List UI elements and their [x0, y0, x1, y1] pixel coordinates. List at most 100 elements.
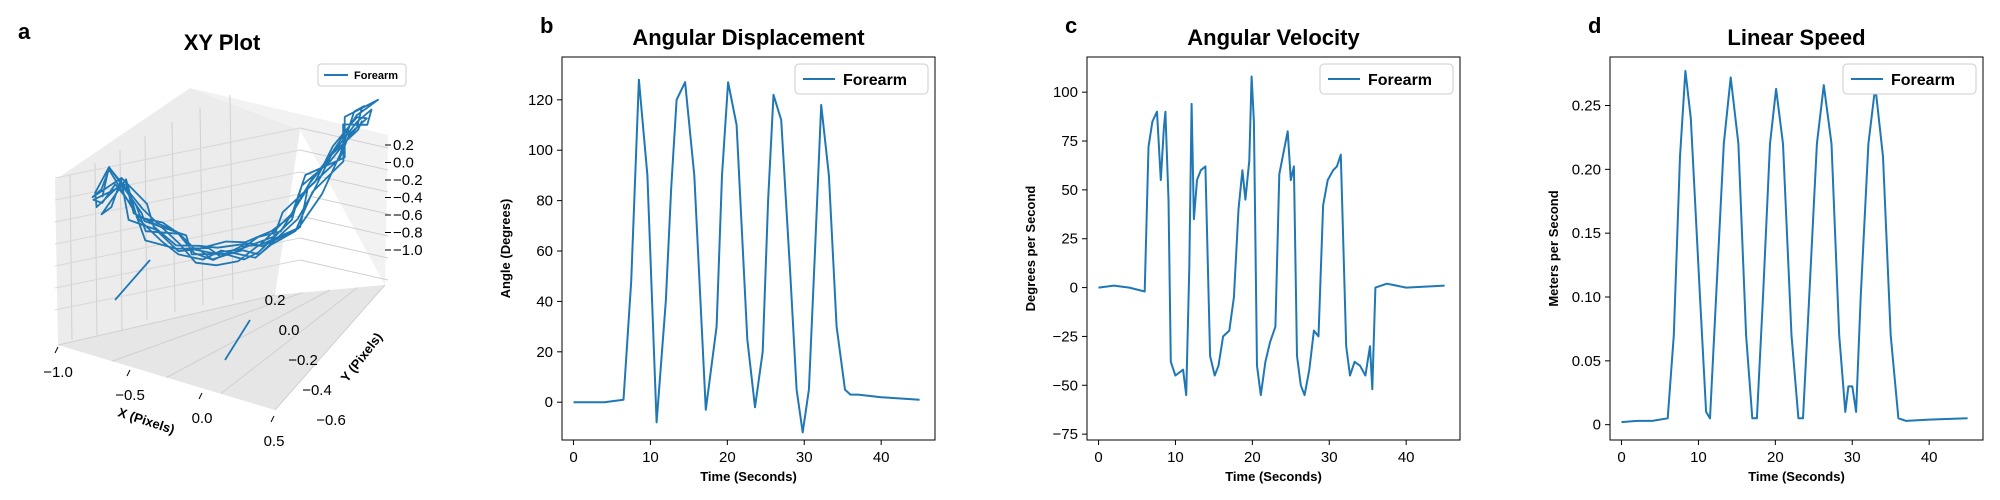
y-axis-ticks: −0.6 −0.4 −0.2 0.0 0.2	[265, 292, 346, 429]
y-tick-label: 0.0	[279, 322, 300, 339]
legend-box-d	[1842, 63, 1977, 95]
legend-box-c	[1319, 63, 1454, 95]
z-tick-label: −0.4	[393, 190, 423, 207]
legend-label-a: Forearm	[354, 70, 398, 82]
y-axis-label-c: Degrees per Second	[1023, 186, 1038, 312]
plot-frame-c	[1086, 56, 1461, 441]
y-tick-label: 0.15	[1572, 225, 1601, 242]
x-tick-label: 30	[1844, 449, 1861, 466]
y-tick-label: 40	[536, 293, 553, 310]
x-tick-label: 40	[873, 449, 890, 466]
y-tick-label: 120	[528, 92, 553, 109]
grid-line	[220, 287, 358, 395]
y-tick-label: −0.6	[316, 412, 346, 429]
z-tick-label: −1.0	[393, 242, 423, 259]
x-axis-label-a: X (Pixels)	[116, 405, 176, 437]
x-tick-label: 0	[1617, 449, 1625, 466]
y-axis-label-b: Angle (Degrees)	[498, 199, 513, 299]
grid-line	[69, 174, 73, 341]
x-tick-label: −1.0	[43, 364, 73, 381]
x-tick-mark	[126, 369, 131, 377]
panel-letter-b: b	[540, 13, 553, 38]
z-tick-label: 0.0	[393, 155, 414, 172]
y-axis-label-d: Meters per Second	[1546, 190, 1561, 306]
y-tick-label: 0	[1070, 280, 1078, 297]
x-tick-label: 0.0	[192, 410, 213, 427]
y-tick-label: 75	[1061, 133, 1078, 150]
back-pane-left	[55, 88, 300, 345]
panel-c-angular-velocity: Angular Velocity 0 10 20 30 40 −75 −50 −25 0 25 50 7…	[1023, 25, 1461, 484]
grid-line	[299, 215, 389, 237]
trajectory-spike	[114, 259, 251, 361]
legend-a: Forearm	[317, 63, 407, 87]
legend-d: Forearm	[1842, 63, 1977, 95]
grid-line	[144, 135, 148, 321]
y-tick-label: 50	[1061, 182, 1078, 199]
panel-letter-a: a	[18, 19, 31, 44]
y-tick-label: 0.20	[1572, 161, 1601, 178]
trajectory-path	[91, 98, 379, 267]
x-tick-label: 10	[1690, 449, 1707, 466]
y-tick-label: 100	[528, 142, 553, 159]
grid-line	[112, 292, 303, 362]
x-tick-mark	[270, 415, 275, 423]
x-tick-label: 40	[1921, 449, 1938, 466]
y-tick-label: 0.05	[1572, 353, 1601, 370]
grid-line	[299, 259, 389, 281]
legend-box-b	[794, 63, 929, 95]
plot-frame-b	[561, 56, 936, 441]
x-tick-label: 20	[1244, 449, 1261, 466]
series-line-forearm-b	[573, 78, 920, 434]
x-tick-label: 0	[1094, 449, 1102, 466]
y-tick-label: 25	[1061, 231, 1078, 248]
panel-a-3d-plot: XY Plot 0.20.0−0.2−0.4−0.6−0.8−1.0 −1.0−…	[43, 30, 422, 450]
series-line-forearm-c	[1098, 75, 1445, 397]
y-tick-label: 20	[536, 344, 553, 361]
y-tick-label: −75	[1053, 426, 1078, 443]
y-axis-label-a: Y (Pixels)	[338, 330, 386, 385]
grid-line	[54, 127, 301, 179]
x-tick-mark	[198, 392, 203, 400]
x-tick-label: 0.5	[264, 433, 285, 450]
chart-title-d: Linear Speed	[1727, 25, 1865, 50]
x-tick-mark	[54, 346, 59, 354]
y-tick-label: 0.25	[1572, 98, 1601, 115]
y-tick-label: 100	[1053, 84, 1078, 101]
x-axis-ticks: −1.0 −0.5 0.0 0.5	[43, 346, 285, 450]
y-tick-label: 0	[1593, 417, 1601, 434]
z-tick-label: −0.6	[393, 207, 423, 224]
x-tick-label: 20	[1767, 449, 1784, 466]
x-axis-label-d: Time (Seconds)	[1748, 469, 1845, 484]
legend-box-a	[317, 63, 407, 87]
x-tick-label: 0	[569, 449, 577, 466]
z-axis-ticks: 0.20.0−0.2−0.4−0.6−0.8−1.0	[385, 137, 423, 259]
plot-frame-d	[1609, 56, 1984, 441]
grid-line	[229, 94, 234, 301]
grid-line	[274, 284, 386, 411]
chart-title-b: Angular Displacement	[632, 25, 865, 50]
panel-letter-c: c	[1065, 13, 1077, 38]
y-tick-label: 60	[536, 243, 553, 260]
z-tick-label: −0.2	[393, 172, 423, 189]
x-tick-label: 20	[719, 449, 736, 466]
x-tick-label: 30	[1321, 449, 1338, 466]
legend-label-b: Forearm	[843, 72, 907, 89]
chart-title-a: XY Plot	[184, 30, 261, 55]
x-tick-label: 10	[642, 449, 659, 466]
y-tick-label: 80	[536, 193, 553, 210]
x-tick-label: −0.5	[115, 387, 145, 404]
z-tick-label: 0.2	[393, 137, 414, 154]
series-line-forearm-d	[1621, 70, 1968, 424]
legend-label-d: Forearm	[1891, 72, 1955, 89]
grid-line	[199, 107, 204, 306]
y-tick-label: −25	[1053, 328, 1078, 345]
y-tick-label: 0.10	[1572, 289, 1601, 306]
grid-line	[299, 193, 389, 215]
grid-line	[54, 193, 301, 245]
y-tick-label: −0.4	[302, 382, 332, 399]
legend-label-c: Forearm	[1368, 72, 1432, 89]
x-tick-label: 10	[1167, 449, 1184, 466]
z-tick-label: −0.8	[393, 225, 423, 242]
x-axis-label-b: Time (Seconds)	[700, 469, 797, 484]
